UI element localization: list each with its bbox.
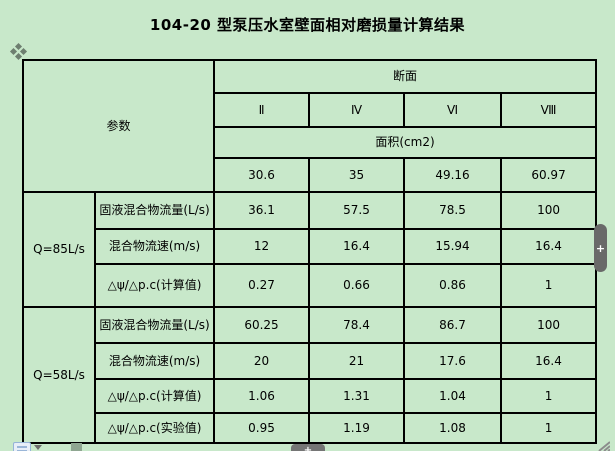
value-cell: 16.4 xyxy=(500,342,598,380)
section-column-cell: Ⅵ xyxy=(403,92,503,128)
value-cell: 78.5 xyxy=(403,191,503,230)
paste-options-icon[interactable] xyxy=(13,442,31,451)
table-move-handle-icon[interactable] xyxy=(9,42,28,61)
wear-calculation-table: 参数 断面 Ⅱ Ⅳ Ⅵ Ⅷ 面积(cm2) 30.6 35 49.16 60.9… xyxy=(21,59,598,444)
param-name-cell: △ψ/△p.c(计算值) xyxy=(93,263,216,308)
table-row: 混合物流速(m/s) 12 16.4 15.94 16.4 xyxy=(23,228,598,265)
table-row: 参数 断面 xyxy=(21,59,598,193)
table-row: Ⅱ Ⅳ Ⅵ Ⅷ xyxy=(23,92,598,128)
section-column-cell: Ⅳ xyxy=(308,92,406,128)
param-name-cell: 固液混合物流量(L/s) xyxy=(93,306,216,344)
area-value-cell: 30.6 xyxy=(213,157,311,193)
table-row: Q=58L/s 固液混合物流量(L/s) 60.25 78.4 86.7 100 xyxy=(22,306,598,444)
param-name-cell: △ψ/△p.c(计算值) xyxy=(93,378,216,414)
area-value-cell: 35 xyxy=(308,157,406,193)
value-cell: 16.4 xyxy=(308,228,406,265)
value-cell: 20 xyxy=(213,342,311,380)
table-row: Q=85L/s 固液混合物流量(L/s) 36.1 57.5 78.5 100 xyxy=(22,191,598,308)
area-header-cell: 面积(cm2) xyxy=(213,126,598,159)
group-label-cell: Q=58L/s xyxy=(22,306,96,444)
value-cell: 12 xyxy=(213,228,311,265)
add-column-button[interactable]: + xyxy=(594,224,607,272)
value-cell: 86.7 xyxy=(403,306,503,344)
value-cell: 57.5 xyxy=(308,191,406,230)
section-column-cell: Ⅱ xyxy=(213,92,311,128)
value-cell: 0.95 xyxy=(213,412,311,444)
move-dot-icon xyxy=(19,47,28,56)
param-header-cell: 参数 xyxy=(21,59,216,193)
value-cell: 100 xyxy=(500,191,598,230)
value-cell: 36.1 xyxy=(213,191,311,230)
param-name-cell: △ψ/△p.c(实验值) xyxy=(93,412,216,444)
table-row: △ψ/△p.c(实验值) 0.95 1.19 1.08 1 xyxy=(23,412,598,444)
section-header-cell: 断面 xyxy=(213,59,598,94)
table-row: △ψ/△p.c(计算值) 0.27 0.66 0.86 1 xyxy=(23,263,598,308)
add-row-button[interactable]: + xyxy=(291,444,325,451)
param-name-cell: 混合物流速(m/s) xyxy=(93,342,216,380)
param-name-cell: 混合物流速(m/s) xyxy=(93,228,216,265)
area-value-cell: 60.97 xyxy=(500,157,598,193)
value-cell: 78.4 xyxy=(308,306,406,344)
value-cell: 15.94 xyxy=(403,228,503,265)
table-row: 混合物流速(m/s) 20 21 17.6 16.4 xyxy=(23,342,598,380)
value-cell: 60.25 xyxy=(213,306,311,344)
value-cell: 1.04 xyxy=(403,378,503,414)
value-cell: 1 xyxy=(500,412,598,444)
value-cell: 1.08 xyxy=(403,412,503,444)
value-cell: 16.4 xyxy=(500,228,598,265)
value-cell: 21 xyxy=(308,342,406,380)
value-cell: 1.31 xyxy=(308,378,406,414)
value-cell: 1.06 xyxy=(213,378,311,414)
area-value-cell: 49.16 xyxy=(403,157,503,193)
paste-options-dropdown-icon[interactable] xyxy=(34,445,42,450)
page-title: 104-20 型泵压水室壁面相对磨损量计算结果 xyxy=(149,16,466,34)
table-row: 30.6 35 49.16 60.97 xyxy=(23,157,598,193)
value-cell: 1.19 xyxy=(308,412,406,444)
group-label-cell: Q=85L/s xyxy=(22,191,96,308)
param-name-cell: 固液混合物流量(L/s) xyxy=(93,191,216,230)
value-cell: 0.27 xyxy=(213,263,311,308)
value-cell: 1 xyxy=(500,378,598,414)
move-dot-icon xyxy=(14,52,23,61)
table-row: 面积(cm2) xyxy=(23,126,598,159)
table-row: △ψ/△p.c(计算值) 1.06 1.31 1.04 1 xyxy=(23,378,598,414)
value-cell: 0.66 xyxy=(308,263,406,308)
value-cell: 100 xyxy=(500,306,598,344)
table-resize-grip-icon[interactable] xyxy=(596,440,610,451)
section-column-cell: Ⅷ xyxy=(500,92,598,128)
horizontal-scrollbar-thumb[interactable] xyxy=(71,443,82,451)
value-cell: 1 xyxy=(500,263,598,308)
value-cell: 0.86 xyxy=(403,263,503,308)
value-cell: 17.6 xyxy=(403,342,503,380)
